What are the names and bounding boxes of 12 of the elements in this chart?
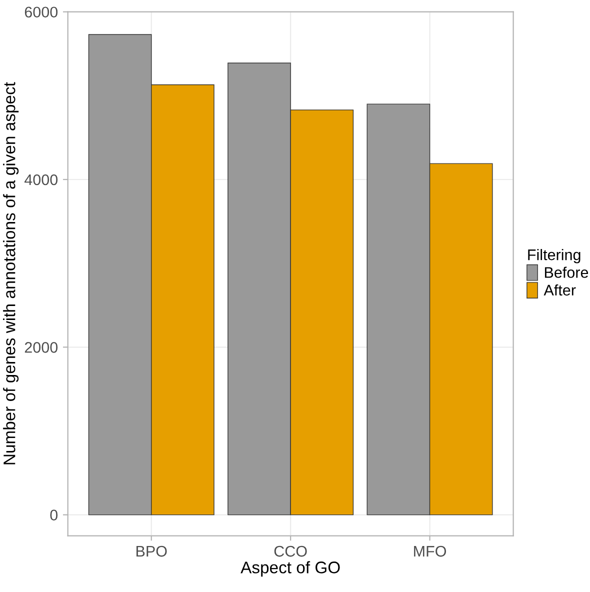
legend-label: After [544, 284, 576, 296]
x-axis-title: Aspect of GO [240, 561, 340, 577]
x-tick-label: BPO [136, 546, 167, 557]
y-tick-label: 6000 [24, 6, 58, 18]
y-tick-label: 2000 [24, 342, 58, 353]
legend-label: Before [544, 266, 588, 278]
x-tick-label: CCO [274, 546, 307, 557]
y-tick-label: 4000 [24, 174, 58, 186]
x-tick-label: MFO [414, 546, 446, 557]
y-axis-title: Number of genes with annotations of a given aspect [3, 82, 19, 464]
legend-title: Filtering [528, 248, 580, 264]
y-tick-label: 0 [50, 510, 58, 520]
